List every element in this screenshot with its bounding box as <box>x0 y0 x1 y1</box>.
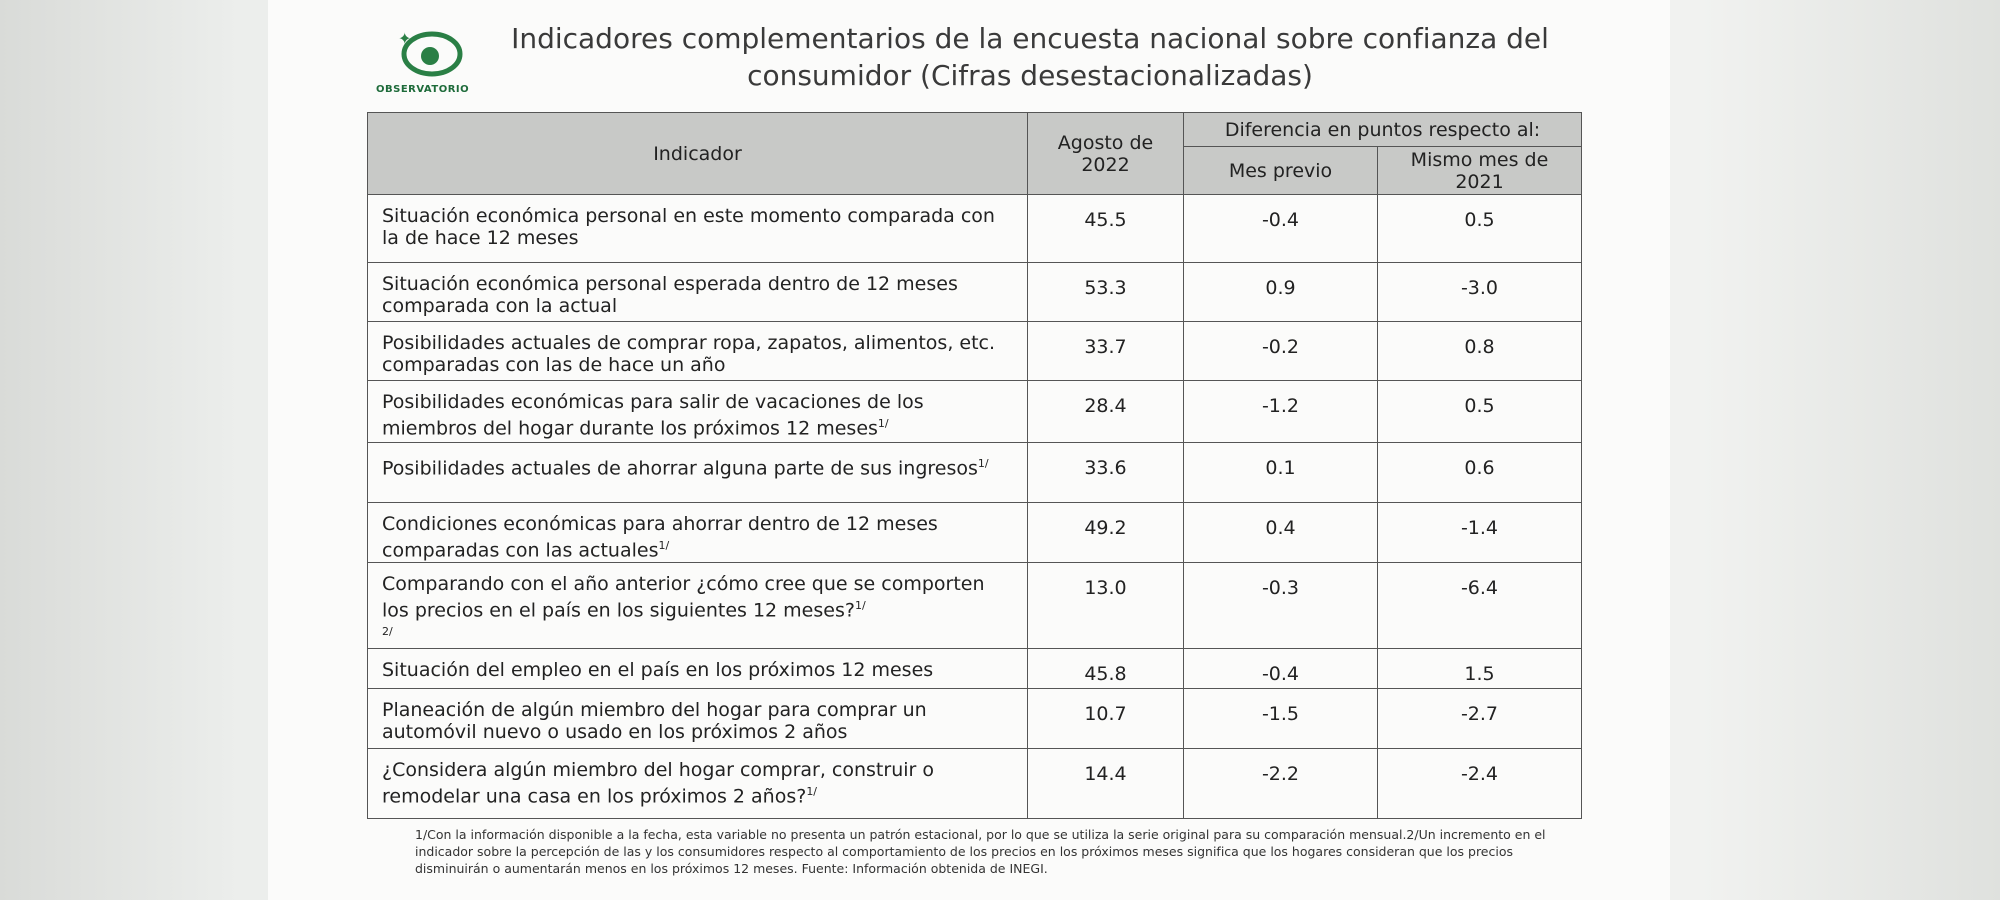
table-row: Condiciones económicas para ahorrar dent… <box>367 502 1582 563</box>
table-row: Posibilidades actuales de comprar ropa, … <box>367 321 1582 381</box>
column-group-header: Diferencia en puntos respecto al: <box>1183 112 1582 147</box>
indicator-text: Condiciones económicas para ahorrar dent… <box>382 513 938 562</box>
year-cell: -1.4 <box>1377 502 1582 563</box>
previous-cell: 0.1 <box>1183 442 1378 503</box>
year-cell: 0.8 <box>1377 321 1582 381</box>
svg-text:✦: ✦ <box>398 29 411 48</box>
previous-cell: 0.4 <box>1183 502 1378 563</box>
year-cell: 1.5 <box>1377 647 1582 689</box>
indicator-text: Situación económica personal en este mom… <box>382 205 995 249</box>
table-row: Situación económica personal esperada de… <box>367 262 1582 322</box>
table-row: Situación del empleo en el país en los p… <box>367 647 1582 689</box>
indicator-cell: Situación del empleo en el país en los p… <box>367 647 1028 689</box>
current-cell: 28.4 <box>1027 380 1184 443</box>
year-cell: 0.5 <box>1377 380 1582 443</box>
indicator-text: Posibilidades actuales de ahorrar alguna… <box>382 457 978 480</box>
column-header: Mes previo <box>1183 146 1378 195</box>
previous-cell: -0.4 <box>1183 194 1378 263</box>
note-mark: 1/ <box>854 599 866 612</box>
table-row: Planeación de algún miembro del hogar pa… <box>367 687 1582 749</box>
previous-cell: 0.9 <box>1183 262 1378 322</box>
indicator-cell: Situación económica personal esperada de… <box>367 262 1028 322</box>
table-row: Posibilidades actuales de ahorrar alguna… <box>367 442 1582 503</box>
year-cell: -6.4 <box>1377 562 1582 649</box>
current-cell: 14.4 <box>1027 747 1184 819</box>
previous-cell: -1.5 <box>1183 687 1378 749</box>
indicator-cell: Planeación de algún miembro del hogar pa… <box>367 687 1028 749</box>
indicator-cell: Condiciones económicas para ahorrar dent… <box>367 502 1028 563</box>
previous-cell: -1.2 <box>1183 380 1378 443</box>
note-mark: 2/ <box>382 625 393 639</box>
current-cell: 49.2 <box>1027 502 1184 563</box>
current-cell: 10.7 <box>1027 687 1184 749</box>
logo: ✦ OBSERVATORIO <box>372 22 490 112</box>
table-row: Posibilidades económicas para salir de v… <box>367 380 1582 443</box>
indicator-cell: ¿Considera algún miembro del hogar compr… <box>367 747 1028 819</box>
footnote: 1/Con la información disponible a la fec… <box>415 827 1546 876</box>
current-cell: 13.0 <box>1027 562 1184 649</box>
note-mark: 1/ <box>806 784 818 798</box>
indicator-text: Posibilidades actuales de comprar ropa, … <box>382 332 996 376</box>
indicator-text: Posibilidades económicas para salir de v… <box>382 391 924 440</box>
previous-cell: -0.3 <box>1183 562 1378 649</box>
table: Indicador Agosto de 2022 Diferencia en p… <box>367 112 1582 819</box>
note-mark: 1/ <box>977 457 989 470</box>
previous-cell: -0.4 <box>1183 647 1378 689</box>
indicator-text: Situación económica personal esperada de… <box>382 273 958 317</box>
column-header: Indicador <box>367 112 1028 195</box>
table-row: ¿Considera algún miembro del hogar compr… <box>367 747 1582 819</box>
table-row: Situación económica personal en este mom… <box>367 194 1582 263</box>
year-cell: 0.6 <box>1377 442 1582 503</box>
column-header: Mismo mes de 2021 <box>1377 146 1582 195</box>
note-mark: 1/ <box>658 539 670 552</box>
table-body: Situación económica personal en este mom… <box>367 194 1582 819</box>
title: Indicadores complementarios de la encues… <box>511 22 1549 92</box>
previous-cell: -0.2 <box>1183 321 1378 381</box>
indicator-text: Situación del empleo en el país en los p… <box>382 658 934 681</box>
year-cell: -2.7 <box>1377 687 1582 749</box>
current-cell: 33.7 <box>1027 321 1184 381</box>
indicator-text: ¿Considera algún miembro del hogar compr… <box>382 758 934 807</box>
current-cell: 45.8 <box>1027 647 1184 689</box>
indicator-cell: Posibilidades económicas para salir de v… <box>367 380 1028 443</box>
indicator-text: Comparando con el año anterior ¿cómo cre… <box>382 573 985 622</box>
table-row: Comparando con el año anterior ¿cómo cre… <box>367 562 1582 649</box>
indicator-cell: Situación económica personal en este mom… <box>367 194 1028 263</box>
year-cell: 0.5 <box>1377 194 1582 263</box>
current-cell: 45.5 <box>1027 194 1184 263</box>
year-cell: -2.4 <box>1377 747 1582 819</box>
indicator-cell: Comparando con el año anterior ¿cómo cre… <box>367 562 1028 649</box>
current-cell: 53.3 <box>1027 262 1184 322</box>
indicator-cell: Posibilidades actuales de comprar ropa, … <box>367 321 1028 381</box>
indicator-text: Planeación de algún miembro del hogar pa… <box>382 698 927 743</box>
column-header: Agosto de 2022 <box>1027 112 1184 195</box>
previous-cell: -2.2 <box>1183 747 1378 819</box>
note-mark: 1/ <box>877 417 889 430</box>
indicator-cell: Posibilidades actuales de ahorrar alguna… <box>367 442 1028 503</box>
logo-icon: ✦ <box>398 29 463 77</box>
logo-text: OBSERVATORIO <box>376 84 470 95</box>
current-cell: 33.6 <box>1027 442 1184 503</box>
year-cell: -3.0 <box>1377 262 1582 322</box>
